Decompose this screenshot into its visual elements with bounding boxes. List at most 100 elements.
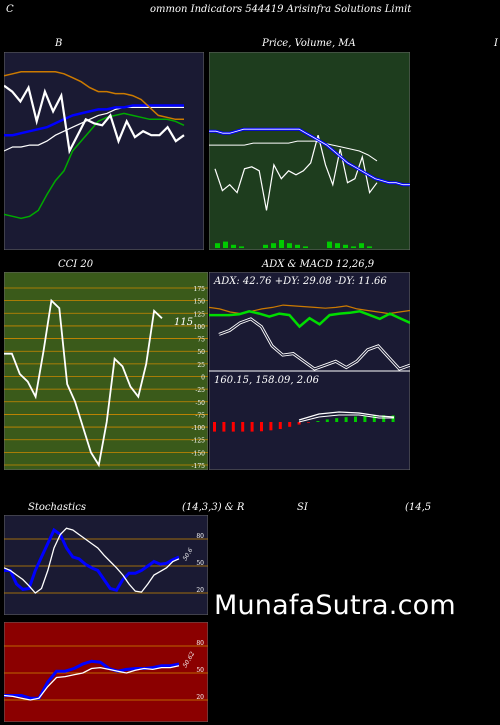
- cci-tick-label: 50: [197, 349, 205, 356]
- bb-price-line: [4, 84, 185, 155]
- rsi-tick-label: 80: [196, 640, 204, 647]
- macd-line: [298, 411, 395, 421]
- macd-histogram-bar: [316, 421, 320, 422]
- macd-histogram-bar: [231, 422, 235, 432]
- cci-tick-label: 100: [194, 324, 206, 331]
- cci-tick-label: -150: [192, 450, 206, 457]
- cci-tick-label: -100: [192, 425, 206, 432]
- volume-bar: [303, 246, 308, 248]
- cci-tick-label: 25: [197, 362, 205, 369]
- cci-tick-label: -175: [192, 463, 206, 470]
- bollinger-panel: [4, 52, 204, 250]
- volume-bar: [223, 241, 228, 248]
- price-panel: [209, 52, 410, 250]
- macd-histogram-bar: [260, 422, 263, 432]
- rsi-fast-line: [4, 665, 180, 701]
- stoch-tick-label: 50: [196, 560, 204, 567]
- price-title-right: I: [494, 38, 498, 49]
- macd-histogram-bar: [288, 422, 292, 427]
- cci-tick-label: -25: [195, 387, 205, 394]
- volume-bar: [367, 246, 372, 248]
- bollinger-bg: [4, 52, 204, 250]
- stoch-bg: [4, 515, 208, 615]
- macd-histogram-bar: [241, 422, 245, 432]
- bb-title: B: [55, 38, 63, 49]
- price-title: Price, Volume, MA: [262, 38, 356, 49]
- si-params: (14,5: [405, 502, 432, 513]
- si-title: SI: [297, 502, 308, 513]
- cci-tick-label: -75: [195, 412, 205, 419]
- cci-tick-label: 150: [194, 299, 206, 306]
- price-line: [214, 135, 378, 211]
- macd-histogram-bar: [363, 415, 367, 422]
- volume-bar: [351, 246, 356, 248]
- macd-histogram-bar: [344, 417, 348, 422]
- adx-macd-panel: ADX: 42.76 +DY: 29.08 -DY: 11.66 160.15,…: [209, 272, 410, 470]
- macd-histogram-bar: [391, 415, 395, 422]
- adx-minus-di-inner: [218, 318, 410, 370]
- macd-histogram-bar: [325, 419, 329, 422]
- volume-bar: [271, 243, 276, 248]
- cci-line: [4, 298, 163, 468]
- adx-values: ADX: 42.76 +DY: 29.08 -DY: 11.66: [213, 276, 387, 287]
- stoch-tick-label: 20: [196, 587, 204, 594]
- macd-histogram-bar: [335, 418, 339, 422]
- adx-plus-di-line: [209, 310, 410, 329]
- macd-signal-line: [298, 414, 394, 423]
- macd-histogram-bar: [278, 422, 282, 430]
- cci-last-label: 115: [174, 317, 193, 328]
- macd-histogram-bar: [382, 415, 386, 422]
- price-bg: [209, 52, 410, 250]
- volume-bar: [359, 243, 364, 248]
- cci-panel: 175 150 125 100 75 50 25 0 -25 -50 -75 -100 -125 -150…: [4, 272, 208, 470]
- stoch-fast-line: [4, 527, 180, 594]
- bb-middle-band-outline: [4, 106, 184, 152]
- stoch-tick-label: 80: [196, 533, 204, 540]
- macd-histogram-bar: [269, 422, 273, 431]
- volume-bar: [263, 244, 268, 248]
- header-left-char: C: [6, 4, 14, 15]
- stoch-params: (14,3,3) & R: [182, 502, 245, 513]
- cci-tick-label: -125: [192, 438, 206, 445]
- macd-histogram-bar: [297, 422, 301, 425]
- macd-histogram-bar: [213, 422, 216, 432]
- volume-bar: [327, 241, 332, 248]
- volume-bar: [239, 246, 244, 248]
- volume-bar: [343, 244, 348, 248]
- rsi-bg: [4, 622, 208, 722]
- bb-lower-band-line: [4, 71, 184, 121]
- bb-upper-band-line: [4, 112, 185, 220]
- macd-values: 160.15, 158.09, 2.06: [214, 375, 320, 386]
- volume-bar: [231, 244, 236, 248]
- rsi-slow-line: [4, 659, 180, 700]
- cci-tick-label: 75: [197, 337, 205, 344]
- cci-tick-label: 0: [201, 375, 205, 382]
- volume-bar: [279, 240, 284, 248]
- volume-bar: [295, 244, 300, 248]
- adx-macd-title: ADX & MACD 12,26,9: [262, 259, 375, 270]
- cci-tick-label: 125: [194, 311, 206, 318]
- macd-histogram-bar: [354, 416, 357, 422]
- cci-title: CCI 20: [58, 259, 94, 270]
- cci-bg: [4, 272, 208, 470]
- macd-histogram-bar: [372, 415, 376, 422]
- volume-bar: [287, 243, 292, 248]
- stoch-title: Stochastics: [28, 502, 86, 513]
- ma-long-highlight: [209, 128, 410, 186]
- stoch-slow-line: [4, 527, 180, 593]
- macd-histogram-bar: [222, 422, 226, 432]
- macd-histogram-bar: [250, 422, 254, 432]
- bb-middle-band-line: [4, 104, 184, 137]
- cci-tick-label: 175: [194, 286, 206, 293]
- macd-histogram-bar: [307, 422, 310, 423]
- cci-tick-label: -50: [195, 400, 205, 407]
- rsi-tick-label: 20: [196, 694, 204, 701]
- rsi-tick-label: 50: [196, 667, 204, 674]
- page-title: ommon Indicators 544419 Arisinfra Soluti…: [150, 4, 412, 15]
- watermark: MunafaSutra.com: [214, 590, 456, 621]
- volume-bar: [215, 243, 220, 248]
- volume-bar: [335, 243, 340, 248]
- ma-short-line: [209, 140, 378, 162]
